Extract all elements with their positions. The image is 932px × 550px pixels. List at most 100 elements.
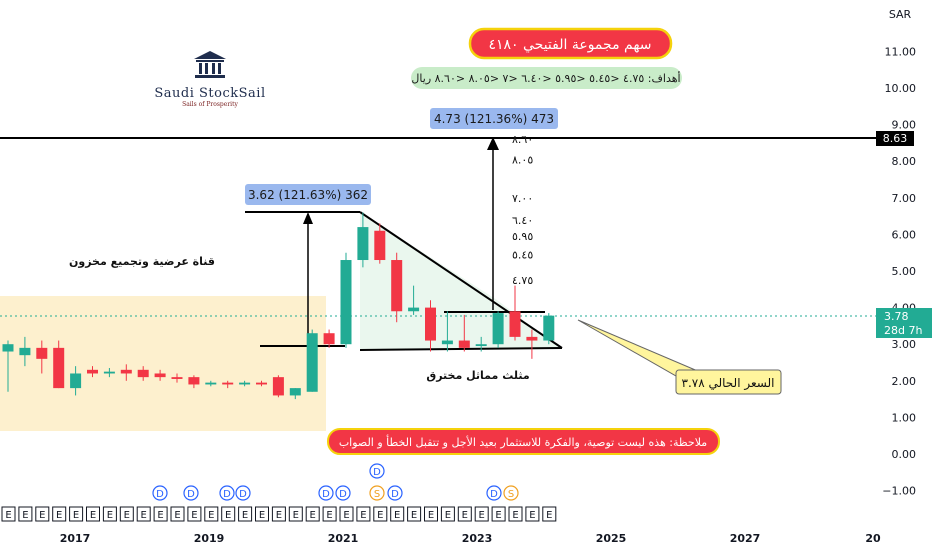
callout-bg xyxy=(675,369,782,395)
target-level-label: ٥.٤٥ xyxy=(512,249,533,262)
candle-body xyxy=(357,227,369,261)
earnings-marker xyxy=(204,506,219,522)
candle-body xyxy=(70,373,82,389)
earnings-marker-letter: E xyxy=(360,510,366,521)
currency-label: SAR xyxy=(889,8,912,21)
earnings-marker-letter: E xyxy=(174,510,180,521)
earnings-marker-letter: E xyxy=(39,510,45,521)
earnings-marker xyxy=(424,506,438,522)
note-bg xyxy=(327,428,720,455)
candle-body xyxy=(154,373,166,378)
y-tick-label: −1.00 xyxy=(882,485,916,498)
earnings-marker xyxy=(440,506,455,522)
price-tag-bg xyxy=(876,308,932,338)
earnings-marker xyxy=(187,506,202,522)
candle-body xyxy=(306,333,318,392)
measure-arrowhead-2 xyxy=(487,137,499,150)
candle-body xyxy=(2,344,14,352)
level-tag-bg xyxy=(876,131,914,146)
earnings-marker-letter: E xyxy=(377,510,383,521)
earnings-marker xyxy=(322,506,337,522)
candle-body xyxy=(408,307,420,312)
temple-icon xyxy=(194,51,226,78)
measure-badge-1: 3.62 (121.63%) 362 xyxy=(248,188,368,202)
candle-body xyxy=(543,315,555,341)
dividend-marker xyxy=(318,485,334,501)
dividend-marker-letter: D xyxy=(339,489,347,500)
channel-label: قناة عرضية وتجميع مخزون xyxy=(69,255,215,268)
x-tick-label: 2017 xyxy=(60,532,91,545)
earnings-marker xyxy=(35,506,50,522)
earnings-marker-letter: E xyxy=(208,510,214,521)
earnings-marker-letter: E xyxy=(326,510,332,521)
earnings-marker-letter: E xyxy=(462,510,468,521)
earnings-marker-letter: E xyxy=(242,510,248,521)
earnings-marker-letter: E xyxy=(276,510,282,521)
y-tick-label: 2.00 xyxy=(892,375,917,388)
target-level-label: ٥.٩٥ xyxy=(512,230,533,243)
earnings-marker-letter: E xyxy=(343,510,349,521)
earnings-marker xyxy=(525,506,540,522)
y-tick-label: 10.00 xyxy=(885,82,917,95)
candle-body xyxy=(475,344,487,347)
split-marker-letter: S xyxy=(508,489,514,500)
earnings-marker-letter: E xyxy=(22,510,28,521)
earnings-marker xyxy=(119,506,134,522)
earnings-marker-letter: E xyxy=(479,510,485,521)
x-tick-label: 2027 xyxy=(730,532,761,545)
earnings-marker-letter: E xyxy=(411,510,417,521)
earnings-marker xyxy=(136,506,151,522)
earnings-marker-letter: E xyxy=(141,510,147,521)
candle-body xyxy=(441,340,453,345)
dividend-marker-letter: D xyxy=(239,489,247,500)
logo-tagline: Sails of Prosperity xyxy=(182,101,238,108)
dividend-marker xyxy=(183,485,199,501)
split-marker-letter: S xyxy=(374,489,380,500)
y-tick-label: 6.00 xyxy=(892,228,917,241)
earnings-marker-letter: E xyxy=(191,510,197,521)
candle-body xyxy=(239,382,251,385)
x-tick-label: 2025 xyxy=(596,532,627,545)
y-tick-label: 0.00 xyxy=(892,448,917,461)
earnings-marker xyxy=(102,506,117,522)
y-tick-label: 3.00 xyxy=(892,338,917,351)
earnings-marker-letter: E xyxy=(394,510,400,521)
earnings-marker xyxy=(542,506,557,522)
candle-body xyxy=(289,388,301,396)
earnings-marker xyxy=(271,506,286,522)
level-tag: 8.63 xyxy=(883,132,908,145)
measure-badge-2-bg xyxy=(430,108,558,129)
candle-body xyxy=(222,382,234,385)
dividend-marker xyxy=(387,485,403,501)
split-marker xyxy=(369,485,385,501)
dividend-marker-letter: D xyxy=(187,489,195,500)
earnings-marker-letter: E xyxy=(225,510,231,521)
candle-body xyxy=(188,377,200,385)
candle-body xyxy=(323,333,335,345)
y-tick-label: 8.00 xyxy=(892,155,917,168)
earnings-marker xyxy=(153,506,168,522)
y-tick-label: 11.00 xyxy=(885,45,917,58)
earnings-marker xyxy=(238,506,253,522)
y-tick-label: 9.00 xyxy=(892,119,917,132)
candle-body xyxy=(87,369,98,374)
target-level-label: ٧.٠٠ xyxy=(512,192,533,205)
dividend-marker xyxy=(152,485,168,501)
triangle-label: مثلث مماثل مخترق xyxy=(426,369,529,382)
triangle-top xyxy=(359,211,563,349)
earnings-marker xyxy=(491,506,506,522)
candle-body xyxy=(272,377,284,396)
current-price-callout: السعر الحالي ٣.٧٨ xyxy=(682,376,775,391)
y-tick-label: 1.00 xyxy=(892,411,917,424)
chart-title: سهم مجموعة الفتيحي ٤١٨٠ xyxy=(488,37,651,53)
earnings-marker-letter: E xyxy=(445,510,451,521)
candle-body xyxy=(120,369,132,374)
measure-arrowhead-1 xyxy=(303,212,313,224)
earnings-marker-letter: E xyxy=(512,510,518,521)
candle-body xyxy=(256,382,267,385)
earnings-marker xyxy=(356,506,371,522)
title-bg xyxy=(468,27,673,60)
candle-body xyxy=(340,260,352,345)
candle-body xyxy=(509,311,521,337)
